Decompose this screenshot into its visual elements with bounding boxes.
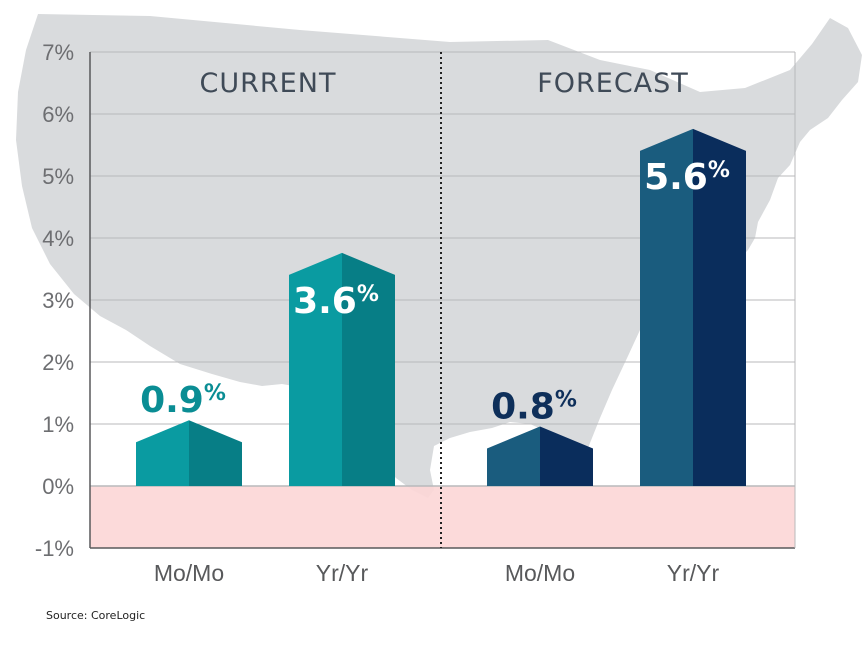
x-category-label: Mo/Mo xyxy=(154,560,224,586)
y-tick-label: 4% xyxy=(42,226,74,251)
y-tick-label: 0% xyxy=(42,474,74,499)
y-tick-label: 6% xyxy=(42,102,74,127)
data-label: 0.8% xyxy=(491,386,577,427)
panel-title: CURRENT xyxy=(200,68,337,99)
y-tick-label: -1% xyxy=(35,536,74,561)
bar-face-left xyxy=(289,252,342,486)
source-note: Source: CoreLogic xyxy=(46,609,146,622)
y-tick-label: 7% xyxy=(42,40,74,65)
data-label: 5.6% xyxy=(644,157,730,198)
bar-face-left xyxy=(136,420,189,486)
bar-momo-0 xyxy=(136,420,242,486)
bar-face-right xyxy=(540,426,593,486)
bar-face-right xyxy=(189,420,242,486)
data-label: 0.9% xyxy=(140,380,226,421)
bar-yryr-1 xyxy=(640,128,746,486)
x-category-label: Yr/Yr xyxy=(316,560,369,586)
y-tick-label: 3% xyxy=(42,288,74,313)
x-category-label: Yr/Yr xyxy=(667,560,720,586)
bar-yryr-0 xyxy=(289,252,395,486)
panel-title: FORECAST xyxy=(537,68,689,99)
x-category-label: Mo/Mo xyxy=(505,560,575,586)
y-tick-label: 1% xyxy=(42,412,74,437)
bar-face-right xyxy=(693,128,746,486)
bar-face-left xyxy=(640,128,693,486)
bar-face-right xyxy=(342,252,395,486)
y-tick-label: 5% xyxy=(42,164,74,189)
bar-face-left xyxy=(487,426,540,486)
bar-momo-1 xyxy=(487,426,593,486)
data-label: 3.6% xyxy=(293,281,379,322)
negative-region xyxy=(90,486,795,548)
us-map-background xyxy=(16,14,862,498)
y-tick-label: 2% xyxy=(42,350,74,375)
